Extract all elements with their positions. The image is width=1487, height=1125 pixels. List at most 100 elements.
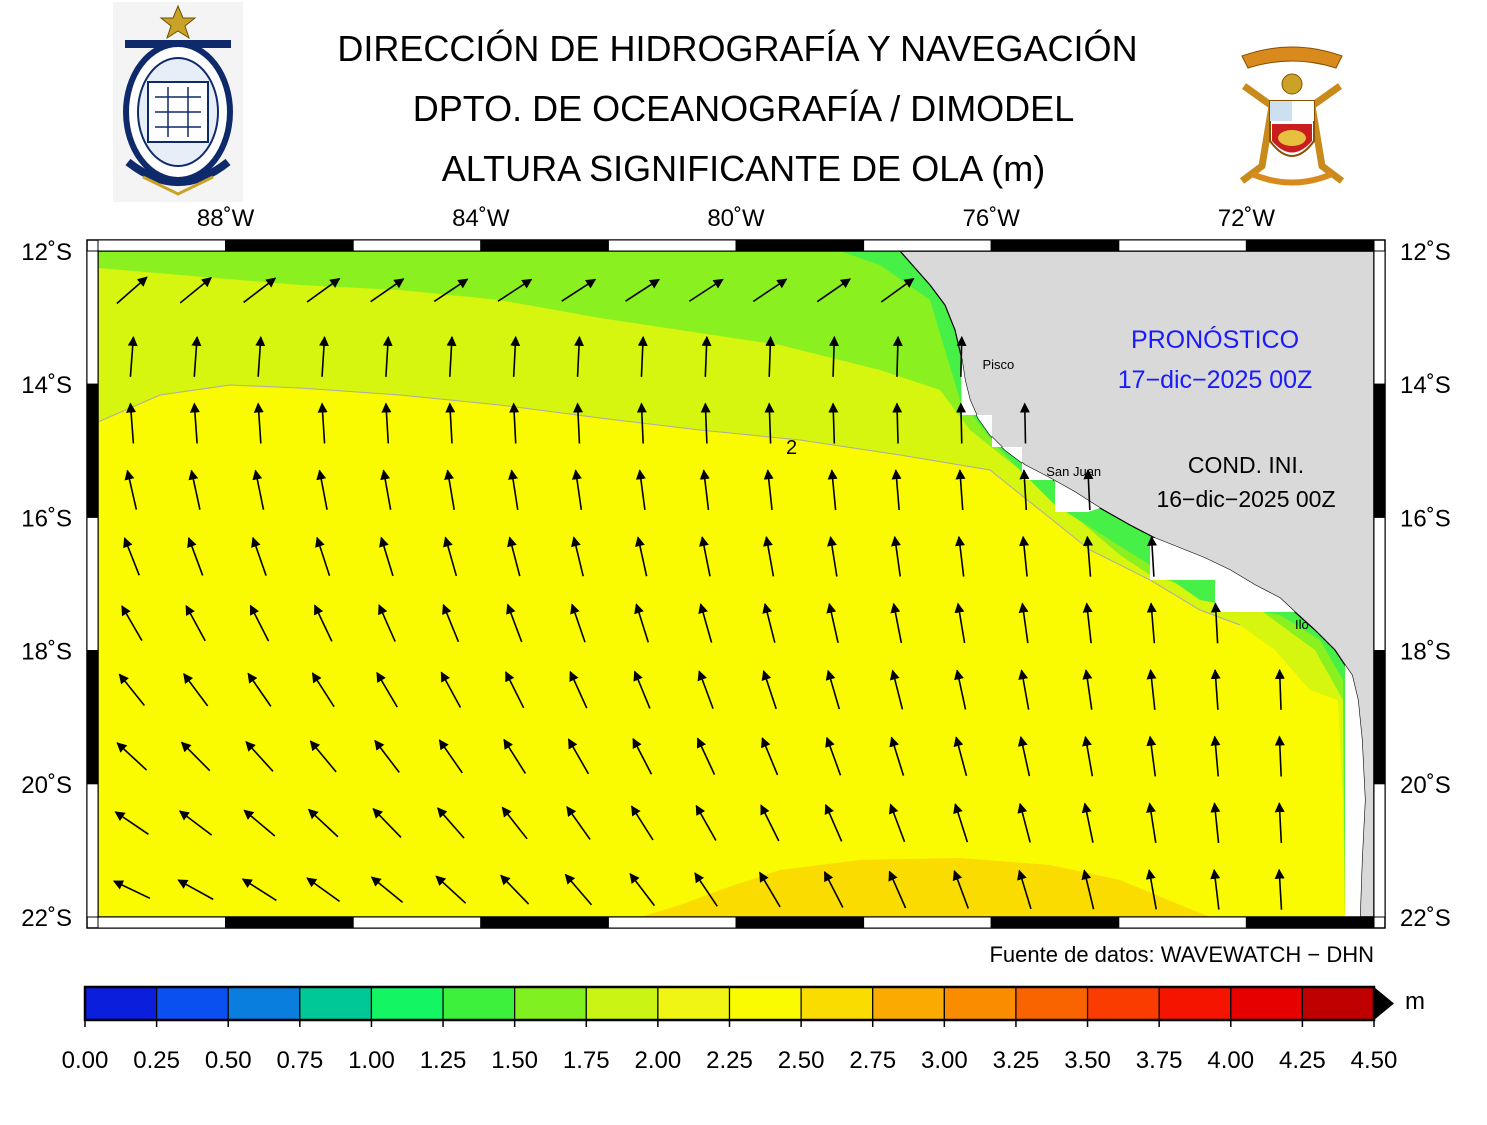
wave-arrow <box>572 402 583 444</box>
wave-arrow <box>955 535 965 577</box>
wave-arrow <box>566 805 591 840</box>
wave-arrow <box>1081 869 1095 910</box>
wave-arrow <box>112 880 151 900</box>
wave-arrow <box>955 469 966 511</box>
wave-arrow <box>891 535 902 577</box>
wave-arrow <box>1083 535 1094 577</box>
wave-arrow <box>180 741 211 772</box>
lat-label-right: 16˚S <box>1400 505 1451 532</box>
wave-arrow <box>1019 535 1029 577</box>
wave-arrow <box>697 670 714 709</box>
wave-arrow <box>1147 535 1158 577</box>
wave-arrow <box>443 536 458 577</box>
marina-emblem-icon <box>1239 46 1345 186</box>
wave-arrow <box>501 806 528 840</box>
wave-arrow <box>191 335 202 377</box>
colorbar-extend-arrow <box>1374 987 1394 1020</box>
colorbar-tick-label: 3.50 <box>1064 1047 1111 1074</box>
wave-arrow <box>114 811 149 835</box>
colorbar-swatch <box>728 986 802 1021</box>
colorbar-tick-label: 2.25 <box>706 1047 753 1074</box>
wave-direction-arrows <box>112 276 1285 910</box>
wave-arrow <box>1017 735 1031 777</box>
wave-arrow <box>956 402 967 444</box>
lat-label-right: 20˚S <box>1400 772 1451 799</box>
wave-arrow <box>370 278 405 303</box>
wave-arrow <box>636 402 647 444</box>
wave-arrow <box>635 536 648 577</box>
wave-arrow <box>381 402 392 444</box>
wave-arrow <box>699 469 710 511</box>
wave-arrow <box>116 742 148 771</box>
wave-arrow <box>1274 668 1285 710</box>
wave-arrow <box>629 872 656 907</box>
lon-label: 76˚W <box>963 205 1021 232</box>
wave-arrow <box>561 278 597 302</box>
wave-arrow <box>315 536 331 576</box>
colorbar-swatch <box>156 986 229 1021</box>
forecast-date: 17−dic−2025 00Z <box>1118 366 1313 394</box>
colorbar-tick-label: 1.00 <box>348 1047 395 1074</box>
wave-arrow <box>1145 869 1158 910</box>
wave-arrow <box>826 602 839 643</box>
wave-arrow <box>309 740 337 773</box>
wave-arrow <box>889 669 904 710</box>
wave-arrow <box>828 402 839 444</box>
wave-arrow <box>633 670 651 709</box>
lat-label-right: 14˚S <box>1400 372 1451 399</box>
colorbar-tick-label: 0.25 <box>133 1047 180 1074</box>
wave-arrow <box>503 738 527 774</box>
lat-label-right: 12˚S <box>1400 239 1451 266</box>
wave-arrow <box>695 804 717 841</box>
wave-arrow <box>243 277 277 304</box>
lat-label-right: 18˚S <box>1400 639 1451 666</box>
wave-arrow <box>1018 669 1030 710</box>
title-variable: ALTURA SIGNIFICANTE DE OLA (m) <box>441 148 1046 189</box>
wave-arrow <box>126 402 137 444</box>
wave-arrow <box>1274 868 1285 910</box>
wave-arrow <box>187 537 204 576</box>
colorbar-swatch <box>1301 986 1375 1021</box>
colorbar-unit: m <box>1405 988 1425 1015</box>
wave-arrow <box>1081 802 1094 843</box>
wave-arrow <box>956 335 967 377</box>
colorbar-tick-label: 1.75 <box>563 1047 610 1074</box>
wave-arrow <box>571 469 583 511</box>
wave-arrow <box>183 673 209 707</box>
colorbar-swatch <box>227 986 301 1021</box>
wave-arrow <box>249 604 270 642</box>
wave-arrow <box>764 402 775 444</box>
colorbar-tick-label: 0.50 <box>205 1047 252 1074</box>
wave-arrow <box>889 736 905 776</box>
wave-arrow <box>379 536 394 577</box>
wave-arrow <box>370 876 404 903</box>
wave-arrow <box>306 277 341 303</box>
colorbar-tick-label: 2.00 <box>635 1047 682 1074</box>
colorbar-swatch <box>800 986 874 1021</box>
wave-arrow <box>569 670 588 709</box>
lat-label-left: 18˚S <box>21 639 72 666</box>
colorbar-swatch <box>872 986 945 1021</box>
place-label: Ilo <box>1295 617 1309 632</box>
wave-arrow <box>892 402 903 444</box>
wave-arrow <box>437 807 465 839</box>
wave-arrow <box>435 875 467 904</box>
wave-arrow <box>178 810 213 836</box>
wave-arrow <box>824 803 843 842</box>
wave-arrow <box>761 737 779 776</box>
wave-arrow <box>625 278 660 302</box>
wave-arrow <box>374 739 400 773</box>
wave-arrow <box>752 278 788 303</box>
wave-arrow <box>890 602 903 644</box>
lat-label-left: 22˚S <box>21 905 72 932</box>
wave-arrow <box>696 737 716 775</box>
wave-arrow <box>827 469 838 511</box>
wave-arrow <box>376 671 398 708</box>
colorbar-tick-label: 2.75 <box>849 1047 896 1074</box>
wave-arrow <box>1210 735 1221 777</box>
wave-arrow <box>763 536 775 577</box>
colorbar-tick-label: 3.75 <box>1136 1047 1183 1074</box>
wave-arrow <box>445 402 456 444</box>
wave-arrow <box>446 335 457 377</box>
